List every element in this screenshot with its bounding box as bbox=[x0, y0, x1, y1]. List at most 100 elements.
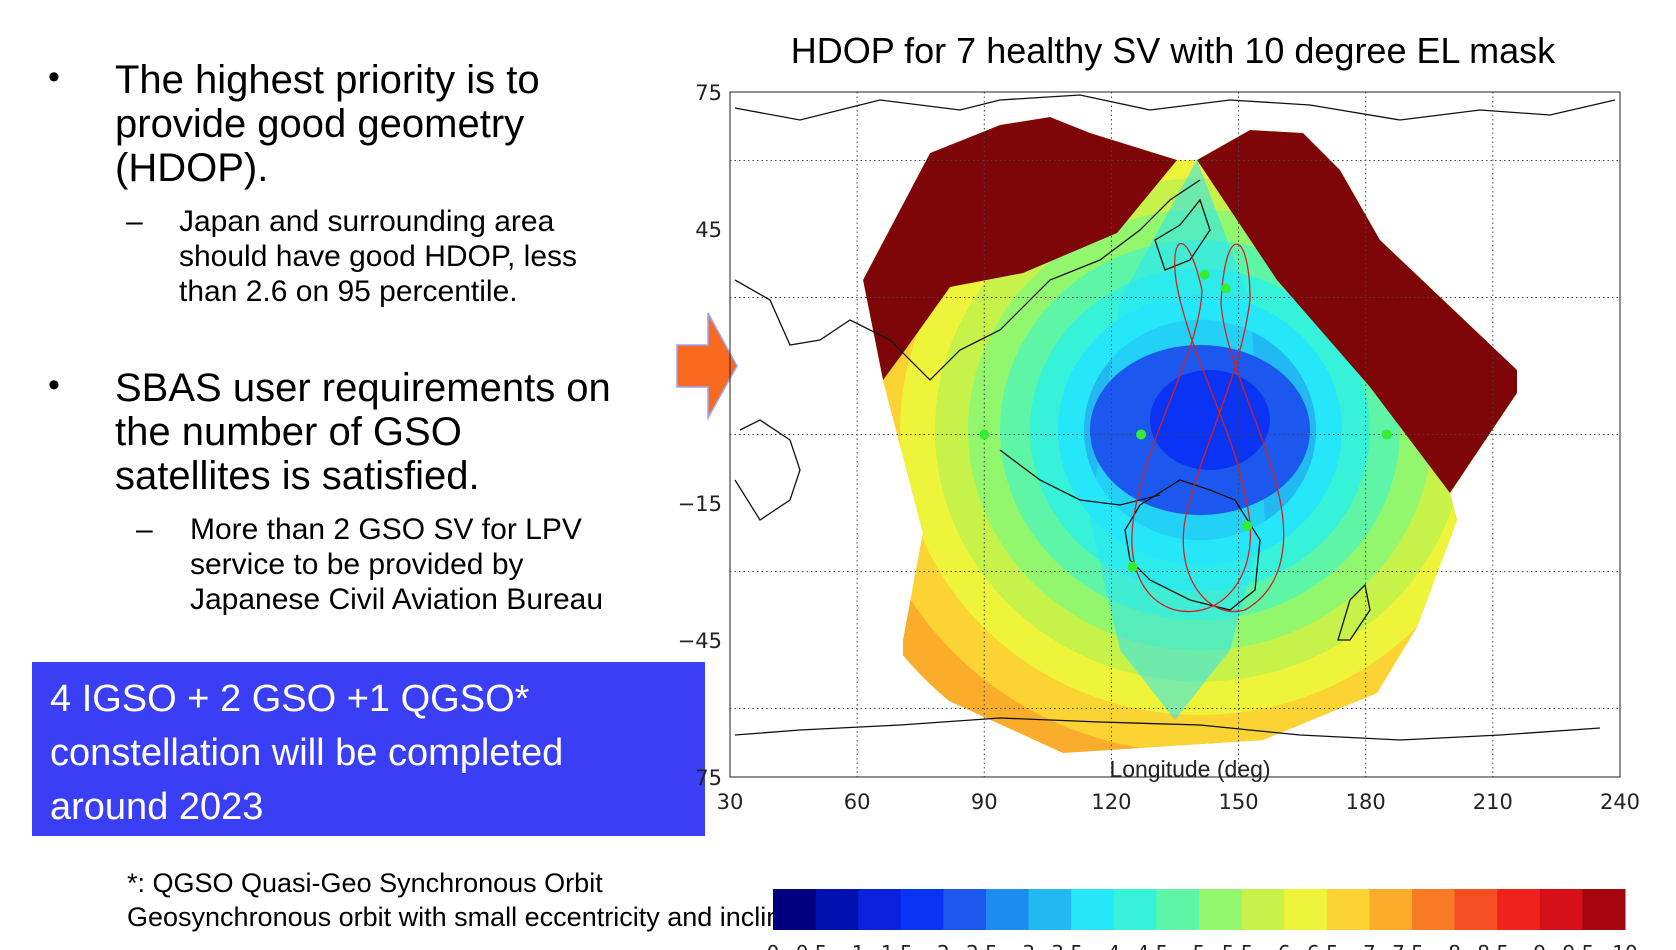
satellite-point bbox=[1242, 520, 1253, 531]
colorbar-tick-label: 3.5 bbox=[1051, 941, 1083, 950]
colorbar-tick-label: 0 bbox=[767, 941, 780, 950]
text-line: (HDOP). bbox=[115, 146, 269, 190]
colorbar-tick-label: 10 bbox=[1612, 941, 1637, 950]
y-tick-label: −45 bbox=[678, 629, 722, 653]
colorbar-segment bbox=[815, 889, 859, 930]
x-tick-label: 30 bbox=[717, 790, 744, 814]
satellite-point bbox=[1381, 429, 1392, 440]
text-line: The highest priority is to bbox=[115, 58, 540, 102]
text-line: SBAS user requirements on bbox=[115, 366, 611, 410]
bullet-2-text: SBAS user requirements on the number of … bbox=[115, 366, 735, 498]
colorbar-segment bbox=[986, 889, 1030, 930]
hdop-high-region bbox=[1197, 130, 1517, 493]
bullet-2-sub: More than 2 GSO SV for LPV service to be… bbox=[190, 512, 750, 617]
x-tick-label: 150 bbox=[1219, 790, 1259, 814]
colorbar-segment bbox=[1369, 889, 1413, 930]
satellite-point bbox=[1220, 283, 1231, 294]
x-axis-label: Longitude (deg) bbox=[1109, 756, 1271, 782]
colorbar-tick-label: 1 bbox=[852, 941, 865, 950]
colorbar-tick-label: 3 bbox=[1022, 941, 1035, 950]
hdop-contour-min bbox=[1150, 370, 1270, 470]
dash-symbol: – bbox=[136, 513, 153, 546]
bullet-symbol: • bbox=[48, 58, 60, 96]
x-tick-label: 180 bbox=[1346, 790, 1386, 814]
colorbar-segment bbox=[900, 889, 944, 930]
x-tick-label: 90 bbox=[971, 790, 998, 814]
colorbar-segment bbox=[1497, 889, 1541, 930]
x-tick-label: 210 bbox=[1473, 790, 1513, 814]
colorbar-segment bbox=[1412, 889, 1456, 930]
coastline bbox=[999, 449, 1161, 506]
coastline bbox=[1124, 479, 1261, 611]
coastline bbox=[1337, 583, 1371, 641]
colorbar-segment bbox=[1156, 889, 1200, 930]
colorbar-tick-label: 7.5 bbox=[1392, 941, 1424, 950]
text-line: Japanese Civil Aviation Bureau bbox=[190, 583, 604, 616]
colorbar-segment bbox=[1326, 889, 1370, 930]
y-tick-label: 45 bbox=[695, 218, 722, 242]
colorbar-tick-label: 9 bbox=[1533, 941, 1546, 950]
text-line: Japan and surrounding area bbox=[179, 205, 555, 238]
text-line: than 2.6 on 95 percentile. bbox=[179, 275, 518, 308]
colorbar-segment bbox=[1071, 889, 1115, 930]
footnote: *: QGSO Quasi-Geo Synchronous Orbit Geos… bbox=[127, 866, 840, 934]
colorbar-segment bbox=[858, 889, 902, 930]
text-line: should have good HDOP, less bbox=[179, 240, 578, 273]
text-line: constellation will be completed bbox=[50, 732, 564, 774]
colorbar-tick-label: 2 bbox=[937, 941, 950, 950]
x-tick-label: 120 bbox=[1091, 790, 1131, 814]
colorbar-tick-label: 7 bbox=[1363, 941, 1376, 950]
colorbar-tick-label: 2.5 bbox=[966, 941, 998, 950]
colorbar-tick-label: 5 bbox=[1193, 941, 1206, 950]
colorbar-tick-label: 6 bbox=[1278, 941, 1291, 950]
constellation-callout: 4 IGSO + 2 GSO +1 QGSO* constellation wi… bbox=[32, 662, 705, 836]
colorbar-segment bbox=[1454, 889, 1498, 930]
colorbar-tick-label: 0.5 bbox=[796, 941, 828, 950]
y-tick-label: 75 bbox=[695, 766, 722, 790]
bullet-1-text: The highest priority is to provide good … bbox=[115, 58, 715, 190]
colorbar-tick-label: 4 bbox=[1107, 941, 1120, 950]
colorbar-segment bbox=[773, 889, 817, 930]
text-line: satellites is satisfied. bbox=[115, 454, 480, 498]
x-tick-label: 60 bbox=[844, 790, 871, 814]
y-tick-label: 75 bbox=[695, 81, 722, 105]
orbit-track bbox=[1131, 242, 1252, 613]
hdop-high-region bbox=[863, 117, 1177, 380]
orbit-track bbox=[1182, 243, 1285, 613]
colorbar-segment bbox=[1284, 889, 1328, 930]
text-line: 4 IGSO + 2 GSO +1 QGSO* bbox=[50, 678, 530, 720]
colorbar-segment bbox=[1539, 889, 1583, 930]
colorbar-tick-label: 8 bbox=[1448, 941, 1461, 950]
colorbar-segment bbox=[943, 889, 987, 930]
coastline bbox=[734, 179, 1201, 381]
satellite-point bbox=[979, 429, 990, 440]
colorbar-segment bbox=[1199, 889, 1243, 930]
satellite-point bbox=[1136, 429, 1147, 440]
bullet-symbol: • bbox=[48, 366, 60, 404]
text-line: provide good geometry bbox=[115, 102, 525, 146]
plot-frame bbox=[729, 91, 1621, 778]
text-line: the number of GSO bbox=[115, 410, 462, 454]
satellite-point bbox=[1199, 269, 1210, 280]
chart-title: HDOP for 7 healthy SV with 10 degree EL … bbox=[790, 30, 1556, 71]
colorbar-segment bbox=[1582, 889, 1626, 930]
text-line: around 2023 bbox=[50, 786, 264, 828]
coastline bbox=[734, 94, 1616, 121]
dash-symbol: – bbox=[126, 205, 143, 238]
colorbar-tick-label: 9.5 bbox=[1562, 941, 1594, 950]
hdop-contours bbox=[863, 117, 1517, 753]
colorbar-tick-label: 6.5 bbox=[1307, 941, 1339, 950]
footnote-line: Geosynchronous orbit with small eccentri… bbox=[127, 902, 840, 932]
text-line: service to be provided by bbox=[190, 548, 524, 581]
colorbar-segment bbox=[1241, 889, 1285, 930]
coastline bbox=[734, 717, 1601, 741]
coastline bbox=[1154, 198, 1211, 271]
x-tick-label: 240 bbox=[1600, 790, 1640, 814]
text-line: More than 2 GSO SV for LPV bbox=[190, 513, 582, 546]
coastline bbox=[734, 419, 801, 521]
bullet-1-sub: Japan and surrounding area should have g… bbox=[179, 204, 739, 309]
colorbar-tick-label: 4.5 bbox=[1136, 941, 1168, 950]
colorbar-tick-label: 8.5 bbox=[1477, 941, 1509, 950]
